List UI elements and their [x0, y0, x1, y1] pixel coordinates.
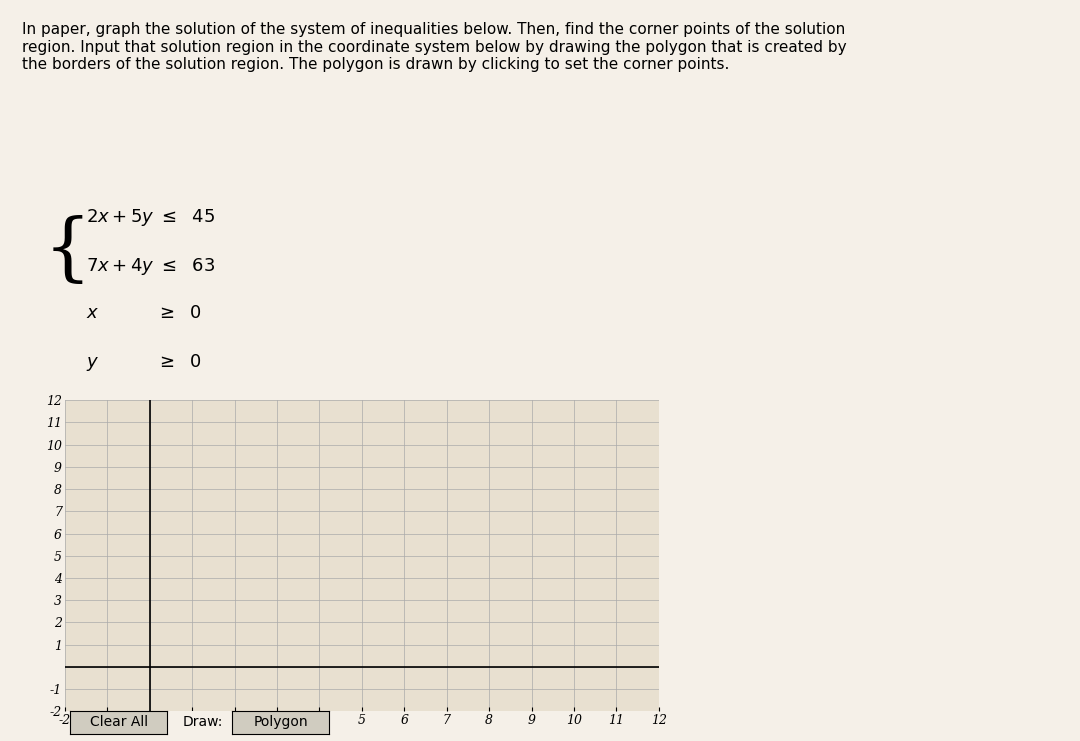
Text: $y\qquad\quad\ \geq\ \ 0$: $y\qquad\quad\ \geq\ \ 0$ [86, 352, 202, 373]
Text: {: { [43, 215, 91, 288]
Text: $2x + 5y\ \leq\ \ 45$: $2x + 5y\ \leq\ \ 45$ [86, 207, 216, 228]
Text: $x\qquad\quad\ \geq\ \ 0$: $x\qquad\quad\ \geq\ \ 0$ [86, 304, 202, 322]
Text: Draw:: Draw: [183, 716, 222, 729]
Text: $7x + 4y\ \leq\ \ 63$: $7x + 4y\ \leq\ \ 63$ [86, 256, 216, 276]
Text: In paper, graph the solution of the system of inequalities below. Then, find the: In paper, graph the solution of the syst… [22, 22, 847, 72]
Text: Clear All: Clear All [90, 716, 148, 729]
Text: Polygon: Polygon [254, 716, 308, 729]
